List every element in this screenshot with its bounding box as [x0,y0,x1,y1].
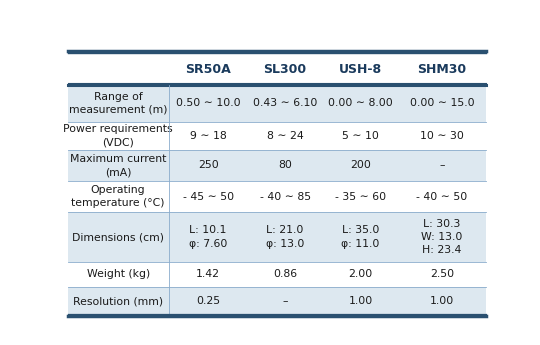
Text: 0.25: 0.25 [196,296,220,306]
Text: 80: 80 [278,160,292,170]
Text: L: 10.1
φ: 7.60: L: 10.1 φ: 7.60 [189,225,227,249]
Text: 250: 250 [198,160,219,170]
Text: 0.86: 0.86 [273,269,297,279]
Text: L: 35.0
φ: 11.0: L: 35.0 φ: 11.0 [341,225,380,249]
Text: Range of
measurement (m): Range of measurement (m) [69,92,167,115]
Text: Operating
temperature (°C): Operating temperature (°C) [71,185,165,208]
Bar [68,53,486,85]
Text: 0.43 ∼ 6.10: 0.43 ∼ 6.10 [253,98,318,108]
Bar [68,213,486,262]
Bar [68,150,486,181]
Text: 0.50 ∼ 10.0: 0.50 ∼ 10.0 [176,98,240,108]
Bar [68,122,486,150]
Text: 0.00 ∼ 15.0: 0.00 ∼ 15.0 [410,98,474,108]
Bar [68,262,486,287]
Text: 5 ∼ 10: 5 ∼ 10 [342,131,379,141]
Text: 10 ∼ 30: 10 ∼ 30 [420,131,464,141]
Text: 8 ∼ 24: 8 ∼ 24 [267,131,303,141]
Text: - 40 ∼ 85: - 40 ∼ 85 [260,192,310,202]
Text: SR50A: SR50A [185,62,231,76]
Text: 1.42: 1.42 [196,269,220,279]
Text: Resolution (mm): Resolution (mm) [73,296,163,306]
Text: 2.50: 2.50 [430,269,454,279]
Text: 200: 200 [350,160,371,170]
Text: SHM30: SHM30 [417,62,467,76]
Text: - 45 ∼ 50: - 45 ∼ 50 [183,192,234,202]
Bar [68,287,486,316]
Text: Maximum current
(mA): Maximum current (mA) [70,154,166,177]
Text: Dimensions (cm): Dimensions (cm) [72,232,164,242]
Bar [68,181,486,213]
Text: Power requirements
(VDC): Power requirements (VDC) [63,124,173,147]
Text: 0.00 ∼ 8.00: 0.00 ∼ 8.00 [328,98,393,108]
Text: 9 ∼ 18: 9 ∼ 18 [190,131,226,141]
Text: L: 21.0
φ: 13.0: L: 21.0 φ: 13.0 [266,225,305,249]
Bar [68,85,486,122]
Text: USH-8: USH-8 [339,62,382,76]
Text: –: – [440,160,445,170]
Text: 2.00: 2.00 [348,269,373,279]
Text: –: – [282,296,288,306]
Text: 1.00: 1.00 [348,296,373,306]
Text: - 35 ∼ 60: - 35 ∼ 60 [335,192,386,202]
Text: L: 30.3
W: 13.0
H: 23.4: L: 30.3 W: 13.0 H: 23.4 [421,219,463,255]
Text: Weight (kg): Weight (kg) [86,269,150,279]
Text: 1.00: 1.00 [430,296,454,306]
Text: SL300: SL300 [264,62,307,76]
Text: - 40 ∼ 50: - 40 ∼ 50 [416,192,468,202]
